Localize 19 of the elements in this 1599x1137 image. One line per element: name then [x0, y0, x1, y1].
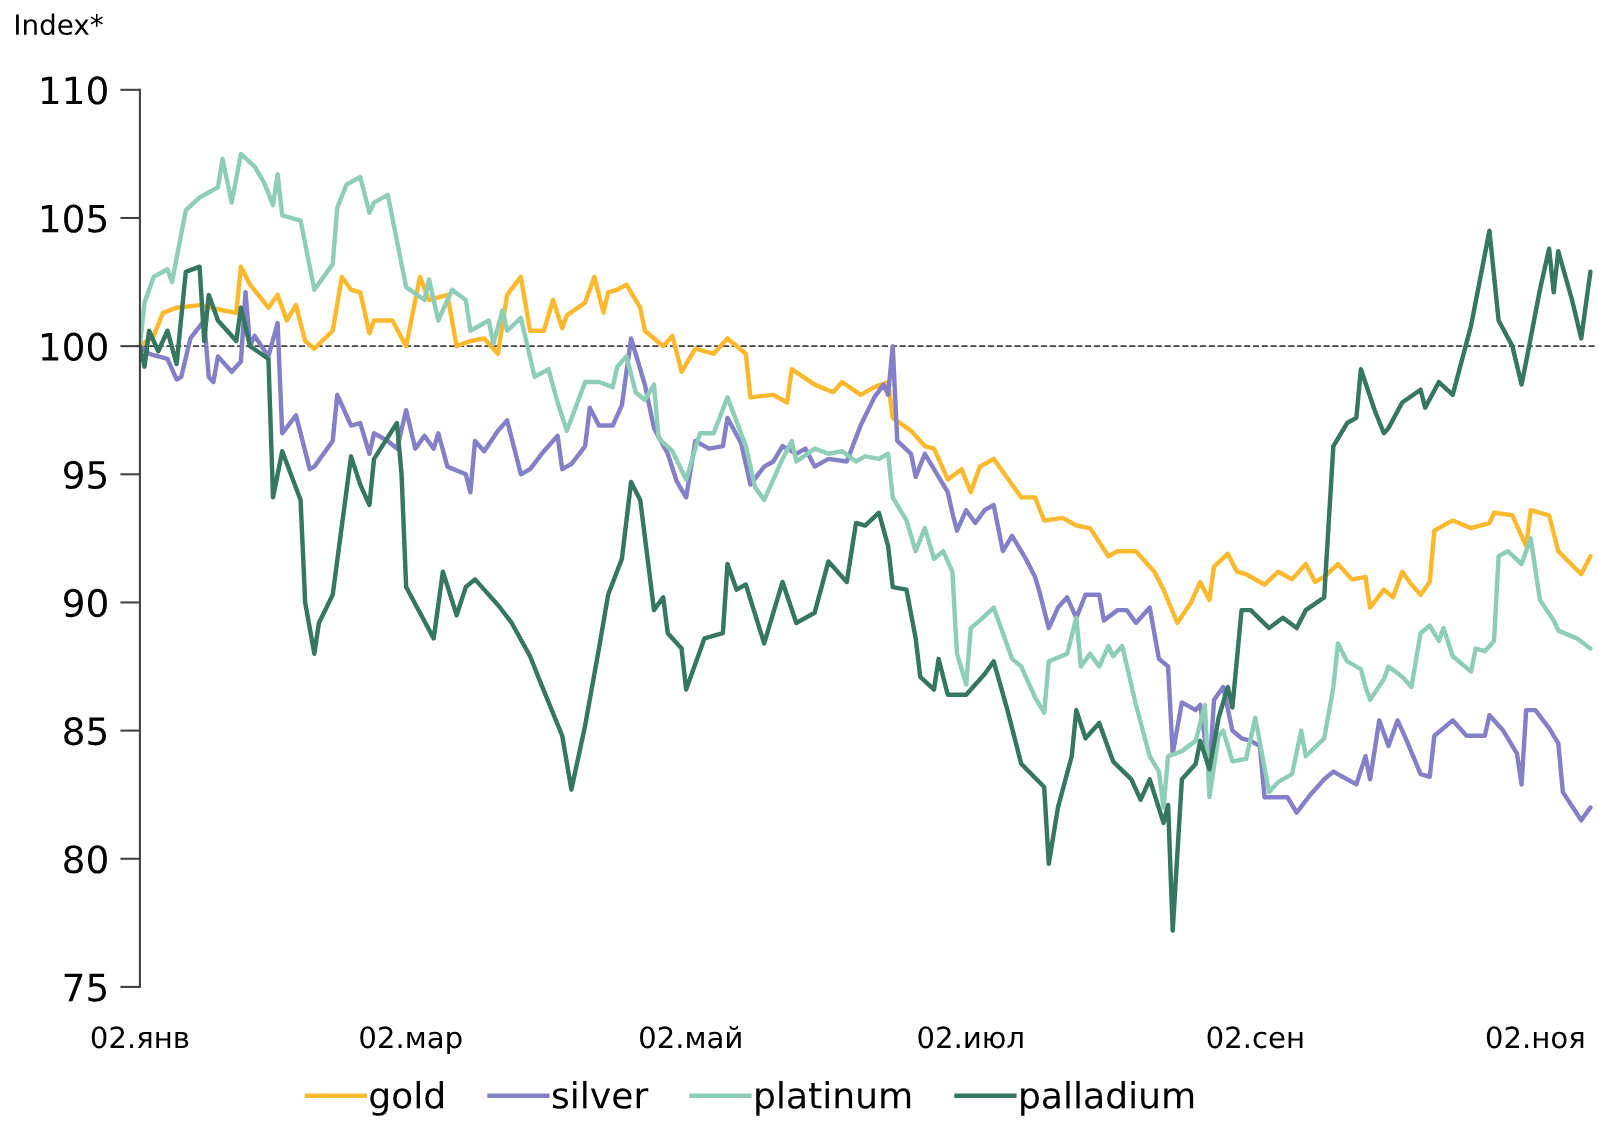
y-tick-label: 95 — [64, 460, 107, 490]
x-tick-label: 02.мар — [360, 1026, 462, 1055]
y-tick-label: 90 — [64, 588, 107, 618]
y-tick-label: 105 — [41, 204, 107, 233]
x-tick-label: 02.ноя — [1486, 1026, 1584, 1049]
y-tick-label: 75 — [64, 973, 107, 1002]
y-tick-label: 110 — [41, 76, 107, 105]
y-tick-label: 85 — [64, 717, 107, 746]
y-tick-label: 100 — [41, 332, 107, 361]
y-tick-label: 80 — [64, 845, 107, 874]
legend-label: silver — [552, 1080, 649, 1109]
legend-label: palladium — [1021, 1080, 1194, 1116]
x-tick-label: 02.май — [640, 1025, 741, 1049]
legend-label: platinum — [756, 1080, 911, 1116]
y-axis-title: Index* — [16, 13, 103, 36]
x-tick-label: 02.янв — [91, 1026, 189, 1049]
x-tick-label: 02.сен — [1207, 1026, 1303, 1049]
legend-label: gold — [370, 1080, 443, 1116]
x-tick-label: 02.июл — [918, 1026, 1023, 1049]
